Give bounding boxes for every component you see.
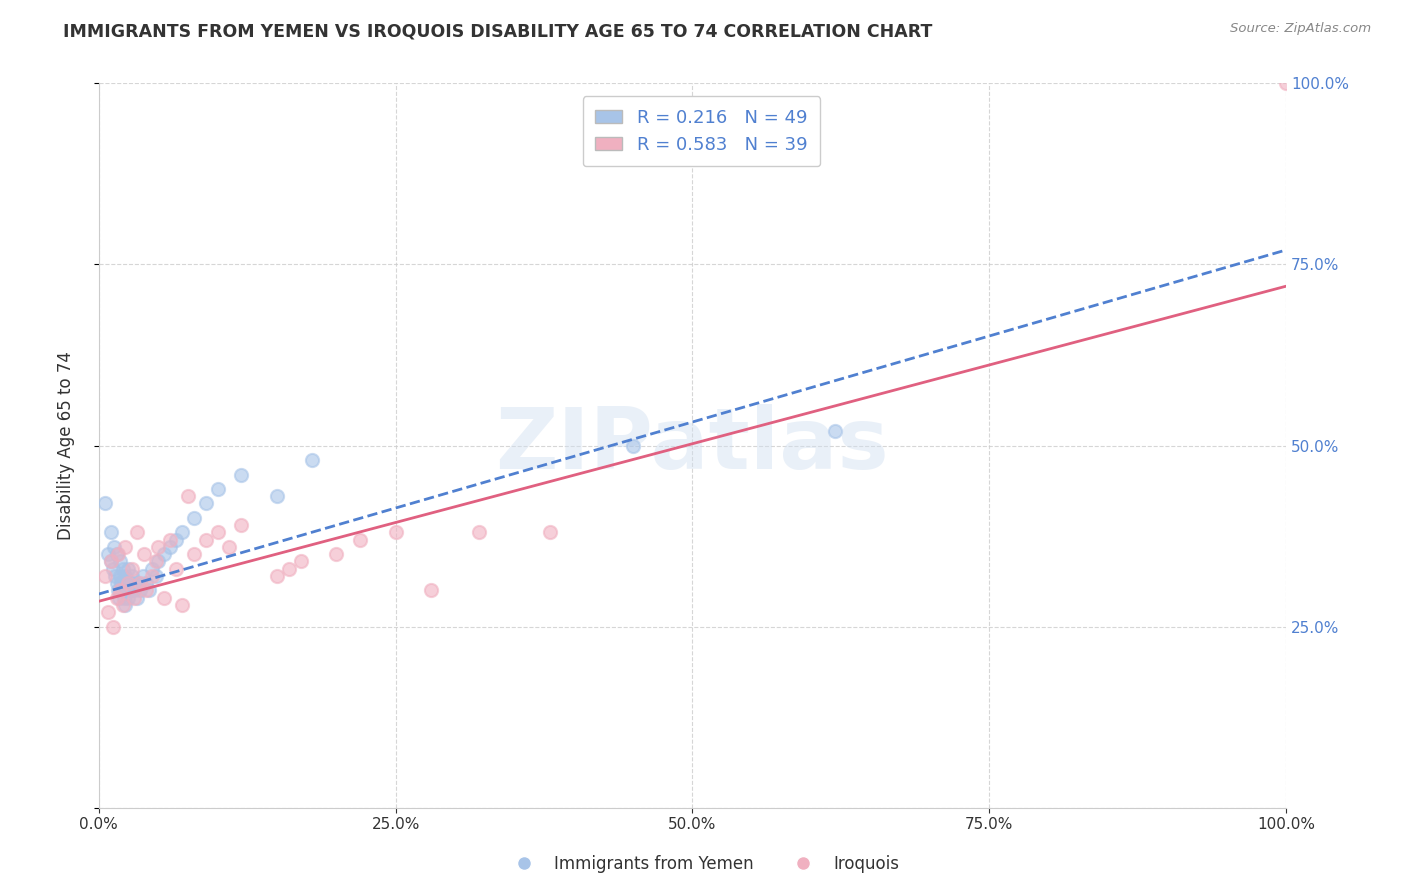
Point: [349, 533, 371, 547]
Point: [114, 598, 136, 612]
Point: [108, 554, 131, 568]
Point: [129, 583, 152, 598]
Point: [159, 533, 181, 547]
Point: [325, 547, 347, 561]
Point: [111, 598, 134, 612]
Point: [170, 598, 193, 612]
Text: Source: ZipAtlas.com: Source: ZipAtlas.com: [1230, 22, 1371, 36]
Point: [110, 576, 132, 591]
Text: IMMIGRANTS FROM YEMEN VS IROQUOIS DISABILITY AGE 65 TO 74 CORRELATION CHART: IMMIGRANTS FROM YEMEN VS IROQUOIS DISABI…: [63, 22, 932, 40]
Point: [121, 562, 143, 576]
Point: [135, 583, 157, 598]
Point: [170, 525, 193, 540]
Point: [103, 540, 125, 554]
Point: [231, 518, 253, 533]
Point: [384, 525, 406, 540]
Point: [207, 525, 229, 540]
Point: [277, 562, 299, 576]
Point: [107, 583, 129, 598]
Point: [124, 576, 146, 591]
Point: [105, 576, 128, 591]
Point: [117, 591, 139, 605]
Point: [114, 569, 136, 583]
Point: [97, 547, 120, 561]
Point: [138, 583, 160, 598]
Y-axis label: Disability Age 65 to 74: Disability Age 65 to 74: [58, 351, 75, 540]
Legend: Immigrants from Yemen, Iroquois: Immigrants from Yemen, Iroquois: [501, 848, 905, 880]
Point: [114, 540, 136, 554]
Point: [420, 583, 443, 598]
Point: [145, 554, 167, 568]
Point: [105, 547, 128, 561]
Point: [141, 569, 163, 583]
Point: [112, 591, 135, 605]
Point: [93, 496, 115, 510]
Point: [108, 569, 131, 583]
Point: [146, 540, 169, 554]
Point: [101, 619, 124, 633]
Point: [117, 562, 139, 576]
Point: [153, 547, 176, 561]
Point: [117, 583, 139, 598]
Point: [141, 562, 163, 576]
Point: [111, 562, 134, 576]
Point: [207, 482, 229, 496]
Point: [183, 511, 205, 525]
Point: [153, 591, 176, 605]
Point: [121, 569, 143, 583]
Point: [194, 533, 217, 547]
Point: [621, 439, 644, 453]
Point: [100, 554, 122, 568]
Point: [105, 591, 128, 605]
Point: [218, 540, 240, 554]
Point: [159, 540, 181, 554]
Point: [301, 453, 323, 467]
Point: [165, 533, 187, 547]
Point: [538, 525, 561, 540]
Point: [177, 489, 200, 503]
Point: [108, 591, 131, 605]
Point: [115, 576, 138, 591]
Point: [120, 583, 142, 598]
Point: [124, 583, 146, 598]
Point: [231, 467, 253, 482]
Point: [93, 569, 115, 583]
Point: [266, 569, 288, 583]
Point: [125, 525, 148, 540]
Point: [266, 489, 288, 503]
Point: [100, 554, 122, 568]
Point: [117, 576, 139, 591]
Point: [467, 525, 489, 540]
Point: [108, 583, 131, 598]
Point: [824, 424, 846, 438]
Point: [111, 583, 134, 598]
Point: [104, 569, 127, 583]
Point: [100, 525, 122, 540]
Point: [135, 576, 157, 591]
Text: ZIPatlas: ZIPatlas: [495, 404, 889, 487]
Point: [1275, 77, 1298, 91]
Point: [145, 569, 167, 583]
Point: [107, 547, 129, 561]
Point: [132, 547, 155, 561]
Legend: R = 0.216   N = 49, R = 0.583   N = 39: R = 0.216 N = 49, R = 0.583 N = 39: [582, 96, 820, 167]
Point: [125, 591, 148, 605]
Point: [146, 554, 169, 568]
Point: [124, 591, 146, 605]
Point: [183, 547, 205, 561]
Point: [129, 576, 152, 591]
Point: [97, 605, 120, 619]
Point: [118, 576, 141, 591]
Point: [132, 569, 155, 583]
Point: [165, 562, 187, 576]
Point: [290, 554, 312, 568]
Point: [194, 496, 217, 510]
Point: [101, 562, 124, 576]
Point: [127, 576, 149, 591]
